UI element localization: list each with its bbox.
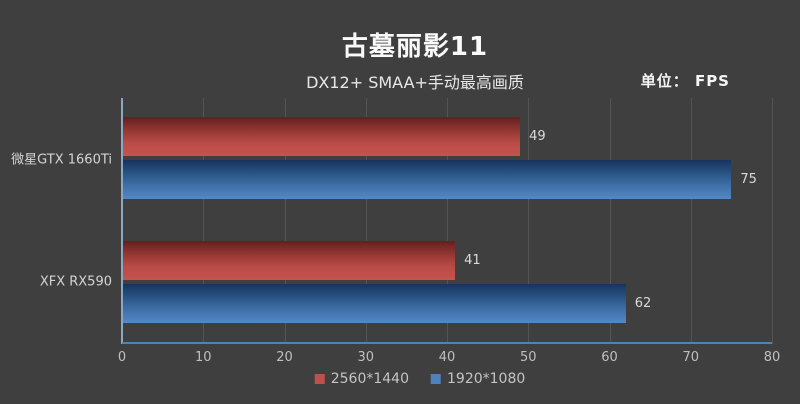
- x-tick-label: 10: [194, 350, 212, 365]
- legend: 2560*1440 1920*1080: [304, 371, 537, 387]
- legend-item: 2560*1440: [314, 371, 409, 387]
- category-label: XFX RX590: [39, 274, 112, 290]
- unit-label: 单位： FPS: [640, 72, 730, 90]
- chart-title: 古墓丽影11: [341, 32, 489, 62]
- bar: [122, 241, 456, 280]
- x-axis-labels: 0 10 20 30 40 50 60 70 80: [118, 350, 780, 368]
- chart-subtitle: DX12+ SMAA+手动最高画质: [306, 73, 524, 92]
- value-label: 49: [529, 129, 546, 144]
- plot-area: 49 75 41 62: [122, 98, 773, 344]
- gridline: [365, 98, 367, 344]
- legend-label: 1920*1080: [447, 371, 526, 387]
- x-axis-baseline: [122, 342, 772, 344]
- x-tick-label: 60: [601, 350, 618, 365]
- category-label: 微星GTX 1660Ti: [11, 152, 112, 168]
- x-tick-label: 50: [519, 350, 537, 365]
- gridline: [609, 98, 611, 344]
- x-tick-label: 20: [276, 350, 293, 365]
- bar: [122, 160, 732, 199]
- bar: [122, 284, 626, 323]
- value-label: 75: [740, 172, 757, 187]
- value-label: 41: [464, 253, 481, 268]
- legend-item: 1920*1080: [431, 371, 525, 387]
- x-tick-label: 40: [438, 350, 456, 365]
- x-tick-label: 70: [682, 350, 700, 365]
- bar: [122, 117, 521, 156]
- gridline: [528, 98, 530, 344]
- x-tick-label: 30: [357, 350, 375, 365]
- legend-swatch-icon: [431, 374, 441, 384]
- gridline: [284, 98, 286, 344]
- y-axis-line: [121, 98, 123, 344]
- gridline: [772, 98, 773, 344]
- gridline: [203, 98, 205, 344]
- legend-swatch-icon: [314, 374, 325, 384]
- gridline: [447, 98, 448, 344]
- x-tick-label: 80: [763, 350, 781, 365]
- category-axis: 微星GTX 1660Ti XFX RX590: [0, 98, 112, 344]
- value-label: 62: [634, 296, 652, 311]
- x-tick-label: 0: [117, 350, 127, 365]
- legend-label: 2560*1440: [330, 371, 409, 387]
- gridline: [690, 98, 692, 344]
